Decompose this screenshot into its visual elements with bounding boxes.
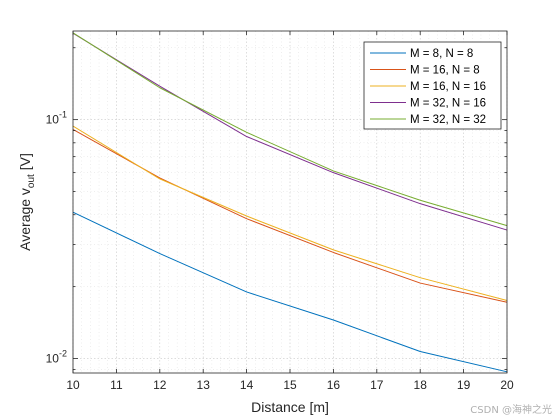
x-tick-label: 15 <box>283 378 297 392</box>
legend-label: M = 16, N = 8 <box>410 65 480 77</box>
x-tick-label: 19 <box>457 378 471 392</box>
x-tick-label: 13 <box>197 378 211 392</box>
y-tick-label: 10-2 <box>46 349 67 366</box>
series-lines <box>72 32 508 373</box>
legend-label: M = 32, N = 16 <box>410 98 486 110</box>
x-tick-label: 18 <box>414 378 428 392</box>
x-tick-label: 10 <box>66 378 80 392</box>
legend: M = 8, N = 8 M = 16, N = 8 M = 16, N = 16 M… <box>363 41 502 130</box>
series-line-5 <box>72 32 508 227</box>
y-tick-label: 10-1 <box>46 110 67 127</box>
series-line-3 <box>72 125 508 301</box>
y-axis-label: Average vout [V] <box>17 153 37 251</box>
x-tick-label: 16 <box>327 378 341 392</box>
watermark: CSDN @海神之光 <box>470 405 552 416</box>
tick-labels: 10 11 12 13 14 15 16 17 18 19 20 10-2 10-1 <box>46 110 514 392</box>
x-tick-label: 14 <box>240 378 254 392</box>
series-line-1 <box>72 211 508 373</box>
x-tick-label: 11 <box>110 378 123 392</box>
legend-label: M = 8, N = 8 <box>410 48 473 60</box>
legend-label: M = 32, N = 32 <box>410 114 486 126</box>
axis-ticks <box>72 31 508 373</box>
legend-label: M = 16, N = 16 <box>410 81 486 93</box>
x-tick-label: 20 <box>500 378 514 392</box>
x-tick-label: 12 <box>153 378 167 392</box>
x-tick-label: 17 <box>370 378 384 392</box>
series-line-4 <box>72 32 508 231</box>
x-axis-label: Distance [m] <box>251 399 329 415</box>
